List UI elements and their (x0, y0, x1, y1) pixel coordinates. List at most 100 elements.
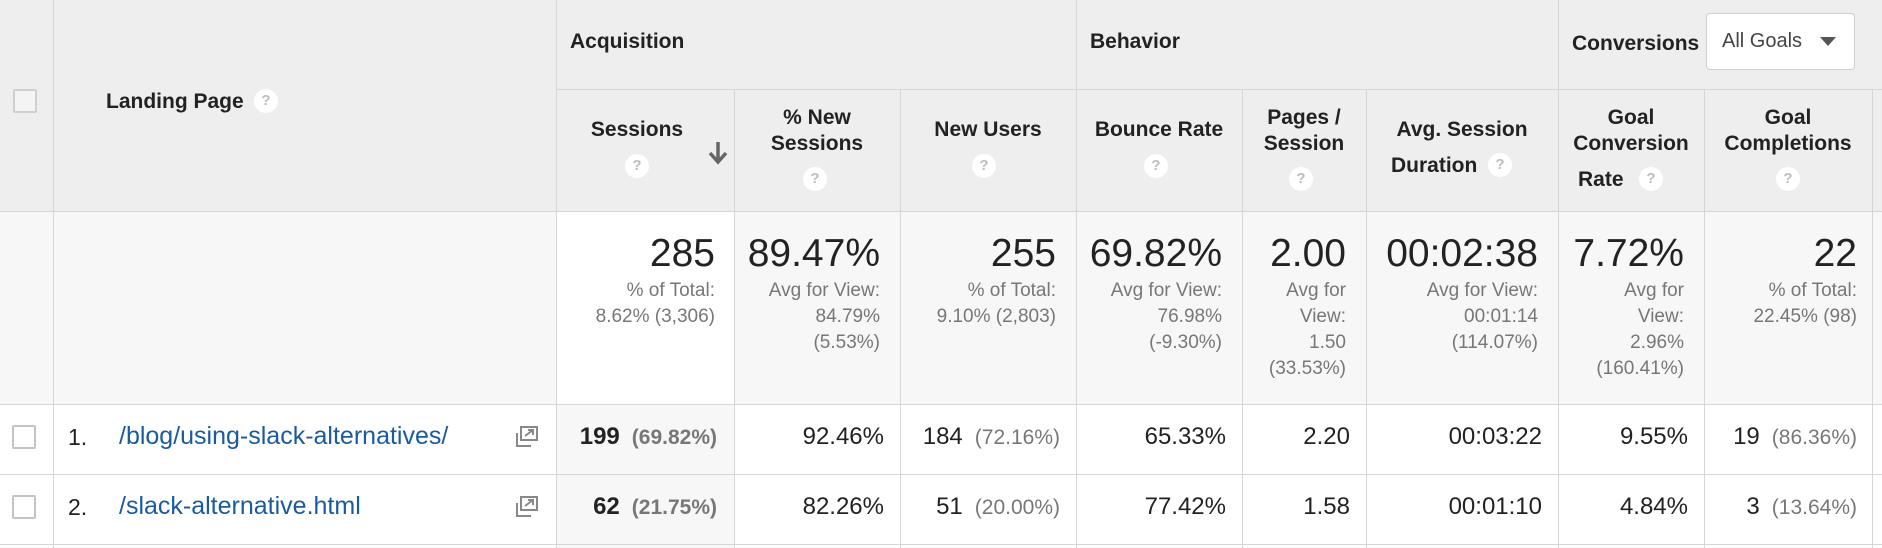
row-sessions-cell: 62 (21.75%) (557, 492, 717, 523)
goal-select-dropdown[interactable]: All Goals (1706, 13, 1855, 70)
open-in-new-window-icon[interactable] (514, 495, 540, 519)
row-new-users: 184 (922, 423, 963, 450)
pages-session-header-line1: Pages / (1267, 106, 1341, 129)
row-sessions: 62 (593, 493, 620, 520)
pct-new-sessions-column-header[interactable]: % New Sessions (734, 105, 900, 157)
total-bounce-rate-sub-line: 76.98% (1157, 306, 1222, 327)
goal-completions-header-line2: Completions (1724, 132, 1852, 155)
landing-page-link[interactable]: /slack-alternative.html (119, 492, 361, 520)
help-icon[interactable]: ? (972, 154, 996, 178)
table-header (0, 0, 1882, 211)
total-pages-session-sub-line: 1.50 (1309, 332, 1346, 353)
total-sessions-sub: % of Total: 8.62% (3,306) (557, 278, 715, 330)
landing-page-header[interactable]: Landing Page (106, 90, 244, 113)
sort-descending-icon[interactable] (707, 140, 729, 166)
total-pct-new-sessions-sub-line: Avg for View: (768, 280, 880, 301)
total-pct-new-sessions-sub-line: (5.53%) (813, 332, 880, 353)
total-avg-session-duration-sub-line: 00:01:14 (1464, 306, 1538, 327)
total-avg-session-duration-sub-line: (114.07%) (1451, 332, 1538, 353)
avg-session-duration-header-line2: Duration (1391, 154, 1478, 177)
acquisition-group-header: Acquisition (570, 30, 685, 53)
total-goal-conversion-rate: 7.72% (1573, 232, 1684, 275)
total-bounce-rate-sub-line: (-9.30%) (1149, 332, 1222, 353)
avg-session-duration-column-header[interactable]: Avg. Session (1396, 118, 1528, 141)
chevron-down-icon (1820, 37, 1836, 46)
select-all-checkbox[interactable] (13, 89, 37, 113)
total-new-users-sub-line: % of Total: (967, 280, 1056, 301)
row-goal-conversion-rate: 4.84% (1619, 493, 1688, 520)
help-icon[interactable]: ? (1776, 167, 1800, 191)
total-goal-conversion-rate-sub: Avg for View: 2.96% (160.41%) (1558, 278, 1684, 382)
sessions-column-header[interactable]: Sessions (590, 118, 684, 141)
row-sessions-cell: 199 (69.82%) (557, 422, 717, 453)
new-users-column-header[interactable]: New Users (934, 118, 1042, 141)
help-icon[interactable]: ? (1639, 167, 1663, 191)
total-pct-new-sessions-sub-line: 84.79% (815, 306, 880, 327)
help-icon[interactable]: ? (625, 154, 649, 178)
total-pages-session-sub-line: Avg for (1286, 280, 1346, 301)
total-goal-completions-sub: % of Total: 22.45% (98) (1704, 278, 1857, 330)
total-avg-session-duration-sub-line: Avg for View: (1426, 280, 1538, 301)
row-goal-completions-cell: 19 (86.36%) (1704, 422, 1857, 453)
open-in-new-window-icon[interactable] (514, 425, 540, 449)
row-new-users-cell: 51 (20.00%) (900, 492, 1060, 523)
bounce-rate-column-header[interactable]: Bounce Rate (1094, 118, 1224, 141)
row-goal-completions-pct: (86.36%) (1771, 426, 1857, 449)
row-checkbox[interactable] (12, 495, 36, 519)
goal-conversion-rate-header-line1: Goal (1607, 106, 1655, 129)
row-new-users-pct: (72.16%) (974, 426, 1060, 449)
row-sessions-pct: (69.82%) (631, 426, 717, 449)
row-sessions: 199 (579, 423, 620, 450)
help-icon[interactable]: ? (1289, 167, 1313, 191)
total-new-users-sub-line: 9.10% (2,803) (936, 306, 1056, 327)
total-pct-new-sessions-sub: Avg for View: 84.79% (5.53%) (734, 278, 880, 356)
goal-select-value: All Goals (1722, 30, 1803, 52)
total-new-users-sub: % of Total: 9.10% (2,803) (900, 278, 1056, 330)
goal-completions-column-header[interactable]: Goal Completions (1704, 105, 1872, 157)
total-goal-conversion-rate-sub-line: Avg for (1624, 280, 1684, 301)
total-pages-session-sub-line: View: (1299, 306, 1346, 327)
total-pages-session-sub-line: (33.53%) (1268, 358, 1346, 379)
totals-sessions-highlight (557, 211, 734, 404)
row-goal-completions: 19 (1733, 423, 1760, 450)
row-sessions-pct: (21.75%) (631, 496, 717, 519)
row-checkbox[interactable] (12, 425, 36, 449)
row-bounce-rate: 65.33% (1144, 423, 1226, 450)
pct-new-sessions-header-line2: Sessions (770, 132, 864, 155)
total-avg-session-duration: 00:02:38 (1386, 232, 1538, 275)
total-goal-conversion-rate-sub-line: 2.96% (1630, 332, 1684, 353)
row-goal-conversion-rate: 9.55% (1619, 423, 1688, 450)
table-row (0, 404, 1882, 474)
sessions-column-shade (557, 404, 734, 548)
pages-session-header-line2: Session (1263, 132, 1345, 155)
total-goal-completions: 22 (1813, 232, 1857, 275)
behavior-group-header: Behavior (1090, 30, 1180, 53)
total-sessions: 285 (649, 232, 715, 275)
help-icon[interactable]: ? (1488, 153, 1512, 177)
row-pages-session: 1.58 (1303, 493, 1350, 520)
total-goal-completions-sub-line: 22.45% (98) (1753, 306, 1857, 327)
help-icon[interactable]: ? (803, 167, 827, 191)
total-goal-conversion-rate-sub-line: View: (1637, 306, 1684, 327)
row-avg-session-duration: 00:03:22 (1448, 423, 1542, 450)
help-icon[interactable]: ? (1144, 154, 1168, 178)
table-row (0, 474, 1882, 544)
help-icon[interactable]: ? (254, 89, 278, 113)
row-bounce-rate: 77.42% (1144, 493, 1226, 520)
row-goal-completions-cell: 3 (13.64%) (1704, 492, 1857, 523)
row-pct-new-sessions: 92.46% (802, 423, 884, 450)
row-goal-completions-pct: (13.64%) (1771, 496, 1857, 519)
goal-conversion-rate-column-header[interactable]: Goal Conversion (1558, 105, 1704, 157)
pages-session-column-header[interactable]: Pages / Session (1242, 105, 1366, 157)
goal-conversion-rate-header-line3: Rate (1578, 168, 1624, 191)
total-sessions-sub-line: % of Total: (626, 280, 715, 301)
row-avg-session-duration: 00:01:10 (1448, 493, 1542, 520)
landing-page-link[interactable]: /blog/using-slack-alternatives/ (119, 422, 449, 450)
row-pct-new-sessions: 82.26% (802, 493, 884, 520)
total-bounce-rate-sub-line: Avg for View: (1110, 280, 1222, 301)
row-number: 2. (68, 494, 88, 520)
row-number: 1. (68, 424, 88, 450)
row-goal-completions: 3 (1746, 493, 1760, 520)
total-bounce-rate-sub: Avg for View: 76.98% (-9.30%) (1076, 278, 1222, 356)
totals-row (0, 211, 1882, 404)
